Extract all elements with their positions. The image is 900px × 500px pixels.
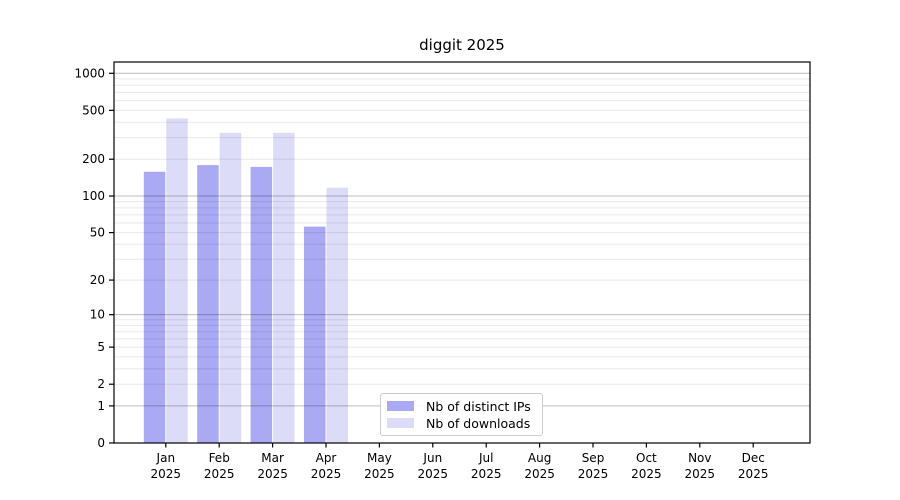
x-tick-label-month: Aug — [528, 451, 551, 465]
y-tick-label: 100 — [82, 189, 105, 203]
x-tick-label-year: 2025 — [364, 467, 395, 481]
legend-item-downloads: Nb of downloads — [387, 415, 536, 431]
legend-swatch-distinct-ips — [387, 401, 414, 411]
x-tick-label-month: Mar — [261, 451, 284, 465]
bar-distinct-ips-jan — [143, 171, 166, 444]
x-tick-label-month: Sep — [582, 451, 605, 465]
x-tick-label-month: Jan — [156, 451, 176, 465]
x-tick-label-month: May — [367, 451, 392, 465]
chart-title: diggit 2025 — [419, 36, 505, 54]
legend-label-distinct-ips: Nb of distinct IPs — [426, 398, 531, 414]
legend-label-downloads: Nb of downloads — [426, 415, 531, 431]
y-tick-label: 200 — [82, 152, 105, 166]
plot-border — [113, 61, 811, 444]
bar-distinct-ips-feb — [197, 165, 219, 443]
y-tick-label: 5 — [97, 340, 105, 354]
y-tick-label: 1 — [97, 399, 105, 413]
x-tick-label-year: 2025 — [151, 467, 182, 481]
bar-distinct-ips-mar — [250, 166, 273, 443]
y-tick-label: 50 — [90, 226, 105, 240]
x-tick-label-year: 2025 — [418, 467, 449, 481]
x-tick-label-year: 2025 — [204, 467, 235, 481]
x-tick-label-month: Feb — [209, 451, 230, 465]
y-tick-label: 2 — [97, 377, 105, 391]
bar-downloads-feb — [219, 132, 242, 443]
x-tick-label-month: Oct — [636, 451, 657, 465]
bar-downloads-apr — [326, 187, 348, 443]
x-tick-label-year: 2025 — [578, 467, 609, 481]
x-tick-label-month: Dec — [742, 451, 765, 465]
bar-downloads-jan — [166, 118, 188, 444]
x-tick-label-month: Jun — [422, 451, 442, 465]
legend: Nb of distinct IPs Nb of downloads — [380, 393, 543, 436]
x-tick-label-year: 2025 — [524, 467, 555, 481]
y-tick-label: 1000 — [74, 66, 105, 80]
x-tick-label-year: 2025 — [311, 467, 342, 481]
x-tick-label-year: 2025 — [631, 467, 662, 481]
y-tick-label: 500 — [82, 103, 105, 117]
x-tick-label-year: 2025 — [257, 467, 288, 481]
x-tick-label-month: Apr — [316, 451, 337, 465]
x-tick-label-year: 2025 — [738, 467, 769, 481]
y-tick-label: 0 — [97, 436, 105, 450]
bar-distinct-ips-apr — [304, 226, 326, 443]
bar-downloads-mar — [273, 132, 295, 443]
x-tick-label-year: 2025 — [685, 467, 716, 481]
y-tick-label: 20 — [90, 273, 105, 287]
x-tick-label-year: 2025 — [471, 467, 502, 481]
legend-swatch-downloads — [387, 418, 414, 428]
y-tick-label: 10 — [90, 308, 105, 322]
x-tick-label-month: Jul — [478, 451, 493, 465]
x-tick-label-month: Nov — [688, 451, 711, 465]
legend-item-distinct-ips: Nb of distinct IPs — [387, 398, 536, 414]
